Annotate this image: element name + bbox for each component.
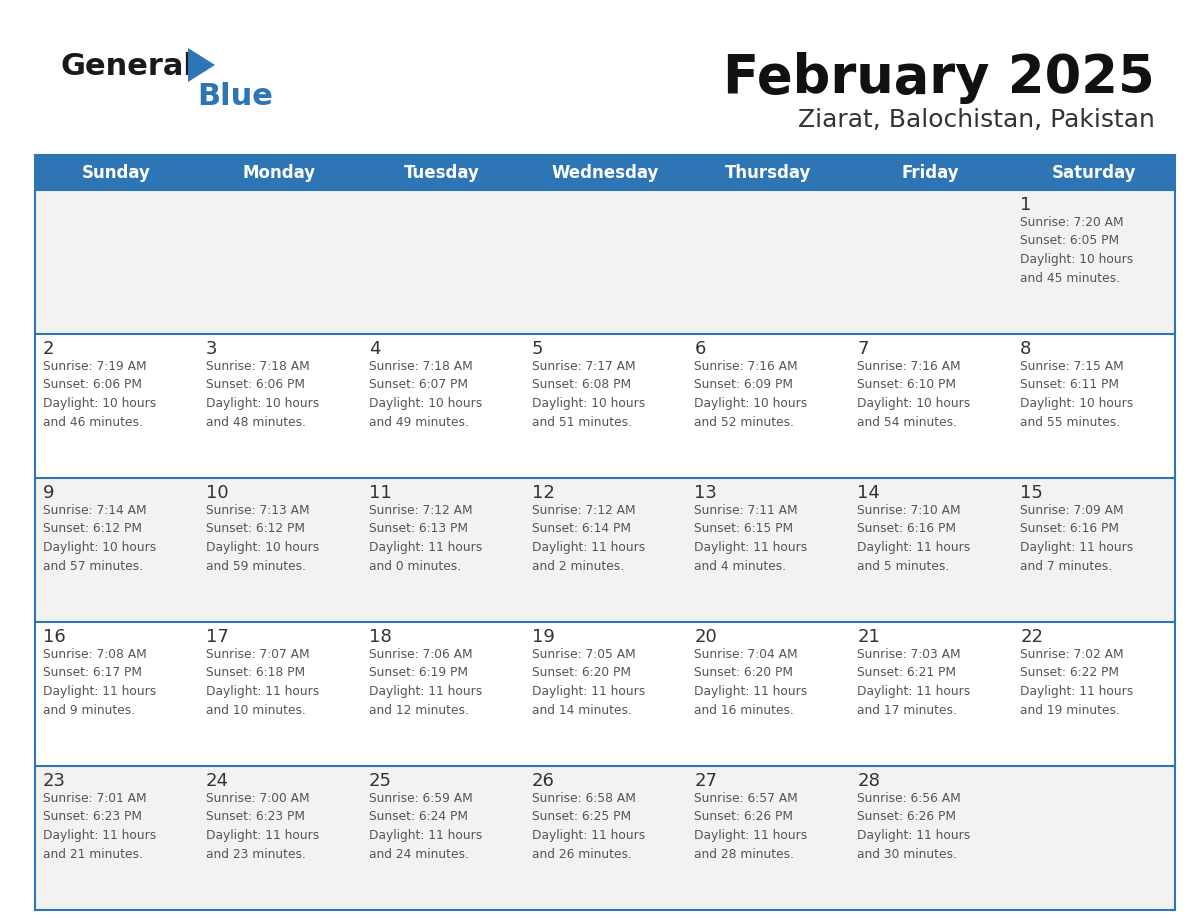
Text: 10: 10 [206,484,228,502]
Text: 2: 2 [43,340,55,358]
Bar [34,190,1175,334]
Text: Ziarat, Balochistan, Pakistan: Ziarat, Balochistan, Pakistan [798,108,1155,132]
Text: Sunrise: 7:06 AM
Sunset: 6:19 PM
Daylight: 11 hours
and 12 minutes.: Sunrise: 7:06 AM Sunset: 6:19 PM Dayligh… [368,648,482,717]
Text: 19: 19 [531,628,555,646]
Text: 21: 21 [858,628,880,646]
Text: 20: 20 [695,628,718,646]
Text: 17: 17 [206,628,229,646]
Text: 7: 7 [858,340,868,358]
Text: 5: 5 [531,340,543,358]
Bar [34,766,1175,910]
Text: 13: 13 [695,484,718,502]
Text: 16: 16 [43,628,65,646]
Text: Sunrise: 7:16 AM
Sunset: 6:10 PM
Daylight: 10 hours
and 54 minutes.: Sunrise: 7:16 AM Sunset: 6:10 PM Dayligh… [858,360,971,429]
Text: Sunrise: 7:12 AM
Sunset: 6:14 PM
Daylight: 11 hours
and 2 minutes.: Sunrise: 7:12 AM Sunset: 6:14 PM Dayligh… [531,504,645,573]
Text: Sunrise: 6:58 AM
Sunset: 6:25 PM
Daylight: 11 hours
and 26 minutes.: Sunrise: 6:58 AM Sunset: 6:25 PM Dayligh… [531,792,645,860]
Text: Sunrise: 7:15 AM
Sunset: 6:11 PM
Daylight: 10 hours
and 55 minutes.: Sunrise: 7:15 AM Sunset: 6:11 PM Dayligh… [1020,360,1133,429]
Text: 28: 28 [858,772,880,790]
Bar [34,155,1175,190]
Text: February 2025: February 2025 [723,52,1155,104]
Text: 1: 1 [1020,196,1031,214]
Text: Sunrise: 7:02 AM
Sunset: 6:22 PM
Daylight: 11 hours
and 19 minutes.: Sunrise: 7:02 AM Sunset: 6:22 PM Dayligh… [1020,648,1133,717]
Text: Blue: Blue [197,82,273,111]
Text: 14: 14 [858,484,880,502]
Text: 4: 4 [368,340,380,358]
Text: 22: 22 [1020,628,1043,646]
Text: Sunrise: 7:14 AM
Sunset: 6:12 PM
Daylight: 10 hours
and 57 minutes.: Sunrise: 7:14 AM Sunset: 6:12 PM Dayligh… [43,504,157,573]
Text: Sunrise: 7:16 AM
Sunset: 6:09 PM
Daylight: 10 hours
and 52 minutes.: Sunrise: 7:16 AM Sunset: 6:09 PM Dayligh… [695,360,808,429]
Text: Sunrise: 7:10 AM
Sunset: 6:16 PM
Daylight: 11 hours
and 5 minutes.: Sunrise: 7:10 AM Sunset: 6:16 PM Dayligh… [858,504,971,573]
Text: 27: 27 [695,772,718,790]
Text: Sunrise: 7:04 AM
Sunset: 6:20 PM
Daylight: 11 hours
and 16 minutes.: Sunrise: 7:04 AM Sunset: 6:20 PM Dayligh… [695,648,808,717]
Text: Saturday: Saturday [1051,163,1136,182]
Text: Sunrise: 7:07 AM
Sunset: 6:18 PM
Daylight: 11 hours
and 10 minutes.: Sunrise: 7:07 AM Sunset: 6:18 PM Dayligh… [206,648,320,717]
Text: 26: 26 [531,772,555,790]
Text: Sunrise: 7:13 AM
Sunset: 6:12 PM
Daylight: 10 hours
and 59 minutes.: Sunrise: 7:13 AM Sunset: 6:12 PM Dayligh… [206,504,320,573]
Text: Friday: Friday [902,163,960,182]
Text: Sunrise: 7:11 AM
Sunset: 6:15 PM
Daylight: 11 hours
and 4 minutes.: Sunrise: 7:11 AM Sunset: 6:15 PM Dayligh… [695,504,808,573]
Text: 25: 25 [368,772,392,790]
Text: Sunrise: 7:18 AM
Sunset: 6:07 PM
Daylight: 10 hours
and 49 minutes.: Sunrise: 7:18 AM Sunset: 6:07 PM Dayligh… [368,360,482,429]
Text: Sunrise: 7:05 AM
Sunset: 6:20 PM
Daylight: 11 hours
and 14 minutes.: Sunrise: 7:05 AM Sunset: 6:20 PM Dayligh… [531,648,645,717]
Text: Sunday: Sunday [82,163,151,182]
Text: Monday: Monday [242,163,316,182]
Text: Sunrise: 7:03 AM
Sunset: 6:21 PM
Daylight: 11 hours
and 17 minutes.: Sunrise: 7:03 AM Sunset: 6:21 PM Dayligh… [858,648,971,717]
Text: 3: 3 [206,340,217,358]
Text: Wednesday: Wednesday [551,163,658,182]
Text: Sunrise: 7:20 AM
Sunset: 6:05 PM
Daylight: 10 hours
and 45 minutes.: Sunrise: 7:20 AM Sunset: 6:05 PM Dayligh… [1020,216,1133,285]
Text: 24: 24 [206,772,229,790]
Text: Sunrise: 6:56 AM
Sunset: 6:26 PM
Daylight: 11 hours
and 30 minutes.: Sunrise: 6:56 AM Sunset: 6:26 PM Dayligh… [858,792,971,860]
Text: Sunrise: 7:08 AM
Sunset: 6:17 PM
Daylight: 11 hours
and 9 minutes.: Sunrise: 7:08 AM Sunset: 6:17 PM Dayligh… [43,648,157,717]
Text: General: General [61,52,194,81]
Text: 15: 15 [1020,484,1043,502]
Text: 12: 12 [531,484,555,502]
Text: Thursday: Thursday [725,163,811,182]
Polygon shape [188,48,215,82]
Text: Sunrise: 7:01 AM
Sunset: 6:23 PM
Daylight: 11 hours
and 21 minutes.: Sunrise: 7:01 AM Sunset: 6:23 PM Dayligh… [43,792,157,860]
Text: Sunrise: 7:19 AM
Sunset: 6:06 PM
Daylight: 10 hours
and 46 minutes.: Sunrise: 7:19 AM Sunset: 6:06 PM Dayligh… [43,360,157,429]
Text: Sunrise: 7:12 AM
Sunset: 6:13 PM
Daylight: 11 hours
and 0 minutes.: Sunrise: 7:12 AM Sunset: 6:13 PM Dayligh… [368,504,482,573]
Text: 18: 18 [368,628,392,646]
Bar [34,622,1175,766]
Text: 6: 6 [695,340,706,358]
Text: Sunrise: 7:18 AM
Sunset: 6:06 PM
Daylight: 10 hours
and 48 minutes.: Sunrise: 7:18 AM Sunset: 6:06 PM Dayligh… [206,360,320,429]
Text: Sunrise: 7:09 AM
Sunset: 6:16 PM
Daylight: 11 hours
and 7 minutes.: Sunrise: 7:09 AM Sunset: 6:16 PM Dayligh… [1020,504,1133,573]
Bar [34,478,1175,622]
Text: Sunrise: 6:59 AM
Sunset: 6:24 PM
Daylight: 11 hours
and 24 minutes.: Sunrise: 6:59 AM Sunset: 6:24 PM Dayligh… [368,792,482,860]
Text: 11: 11 [368,484,392,502]
Text: Tuesday: Tuesday [404,163,480,182]
Text: Sunrise: 7:17 AM
Sunset: 6:08 PM
Daylight: 10 hours
and 51 minutes.: Sunrise: 7:17 AM Sunset: 6:08 PM Dayligh… [531,360,645,429]
Text: 9: 9 [43,484,55,502]
Text: Sunrise: 6:57 AM
Sunset: 6:26 PM
Daylight: 11 hours
and 28 minutes.: Sunrise: 6:57 AM Sunset: 6:26 PM Dayligh… [695,792,808,860]
Text: 23: 23 [43,772,67,790]
Text: Sunrise: 7:00 AM
Sunset: 6:23 PM
Daylight: 11 hours
and 23 minutes.: Sunrise: 7:00 AM Sunset: 6:23 PM Dayligh… [206,792,320,860]
Text: 8: 8 [1020,340,1031,358]
Bar [34,334,1175,478]
